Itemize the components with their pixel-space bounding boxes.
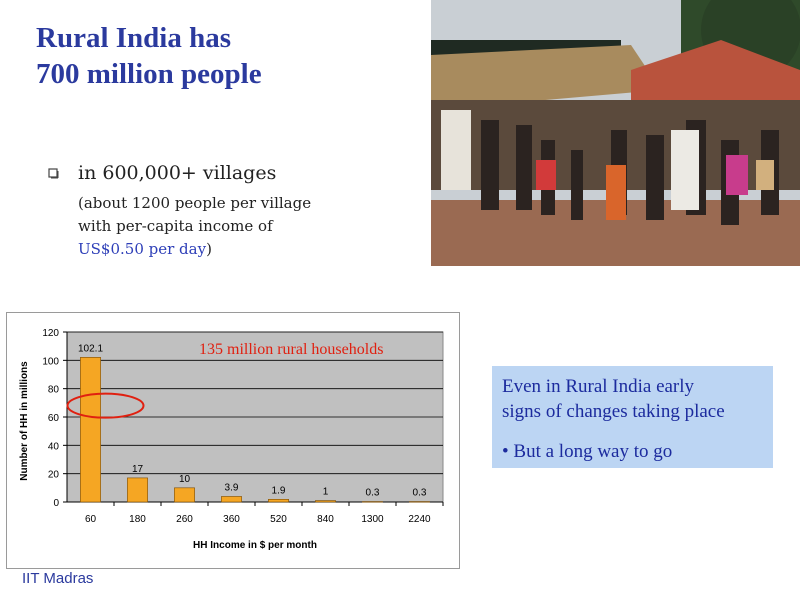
chart-svg: 0 20 40 60 80 100 120 102.1 60 17 180 10 260 3.9 360 1.… — [19, 328, 444, 551]
bar — [221, 496, 242, 503]
bar — [268, 499, 289, 503]
data-label: 102.1 — [78, 343, 103, 354]
y-tick-label: 40 — [48, 441, 60, 452]
square-bullet-icon — [48, 168, 59, 179]
grid-layer — [63, 331, 444, 506]
income-bar-chart: 0 20 40 60 80 100 120 102.1 60 17 180 10 260 3.9 360 1.… — [6, 312, 460, 569]
y-tick-label: 60 — [48, 413, 60, 424]
data-label: 1.9 — [272, 485, 286, 496]
footer-label: IIT Madras — [22, 570, 94, 587]
x-tick-label: 360 — [223, 514, 240, 525]
bullet-sub-close: ) — [206, 240, 212, 258]
bar — [315, 500, 336, 503]
title-line-2: 700 million people — [36, 58, 262, 90]
village-photo — [431, 0, 800, 266]
y-tick-label: 80 — [48, 385, 60, 396]
village-photo-illustration — [431, 0, 800, 266]
chart-annotation: 135 million rural households — [199, 341, 383, 358]
y-tick-label: 0 — [53, 498, 59, 509]
x-tick-label: 60 — [85, 514, 97, 525]
x-axis-title: HH Income in $ per month — [193, 540, 317, 551]
bullet-sub-line-1: (about 1200 people per village — [78, 194, 312, 212]
y-tick-label: 120 — [42, 328, 59, 339]
callout-line-2: signs of changes taking place — [502, 401, 725, 422]
bullet-main-text: in 600,000+ villages — [78, 162, 277, 184]
x-tick-label: 1300 — [361, 514, 384, 525]
bullet-sub-highlight: US$0.50 per day — [78, 240, 207, 258]
data-label: 0.3 — [413, 488, 427, 499]
slide-title: Rural India has 700 million people — [36, 20, 416, 92]
x-tick-label: 520 — [270, 514, 287, 525]
data-label: 10 — [179, 474, 191, 485]
label-layer: 0 20 40 60 80 100 120 102.1 60 17 180 10 260 3.9 360 1.… — [42, 328, 431, 525]
callout-line-3: • But a long way to go — [502, 441, 673, 462]
callout-line-1: Even in Rural India early — [502, 376, 695, 397]
x-tick-label: 260 — [176, 514, 193, 525]
x-tick-label: 180 — [129, 514, 146, 525]
bar — [127, 477, 148, 503]
x-tick-label: 2240 — [408, 514, 431, 525]
bullet-sub-line-3: US$0.50 per day) — [78, 238, 338, 261]
highlight-ellipse — [66, 392, 145, 419]
data-label: 17 — [132, 464, 144, 475]
y-tick-label: 20 — [48, 470, 60, 481]
y-axis-title: Number of HH in millions — [19, 361, 30, 481]
data-label: 0.3 — [366, 488, 380, 499]
bullet-sub-text: (about 1200 people per village with per-… — [78, 192, 338, 261]
callout-box: Even in Rural India early signs of chang… — [492, 366, 773, 468]
y-tick-label: 100 — [42, 356, 59, 367]
data-label: 1 — [323, 487, 329, 498]
title-line-1: Rural India has — [36, 22, 232, 54]
bar — [409, 501, 430, 503]
bullet-sub-line-2: with per-capita income of — [78, 217, 273, 235]
bar — [174, 487, 195, 503]
bar — [80, 357, 101, 503]
bar — [362, 501, 383, 503]
x-tick-label: 840 — [317, 514, 334, 525]
data-label: 3.9 — [225, 482, 239, 493]
